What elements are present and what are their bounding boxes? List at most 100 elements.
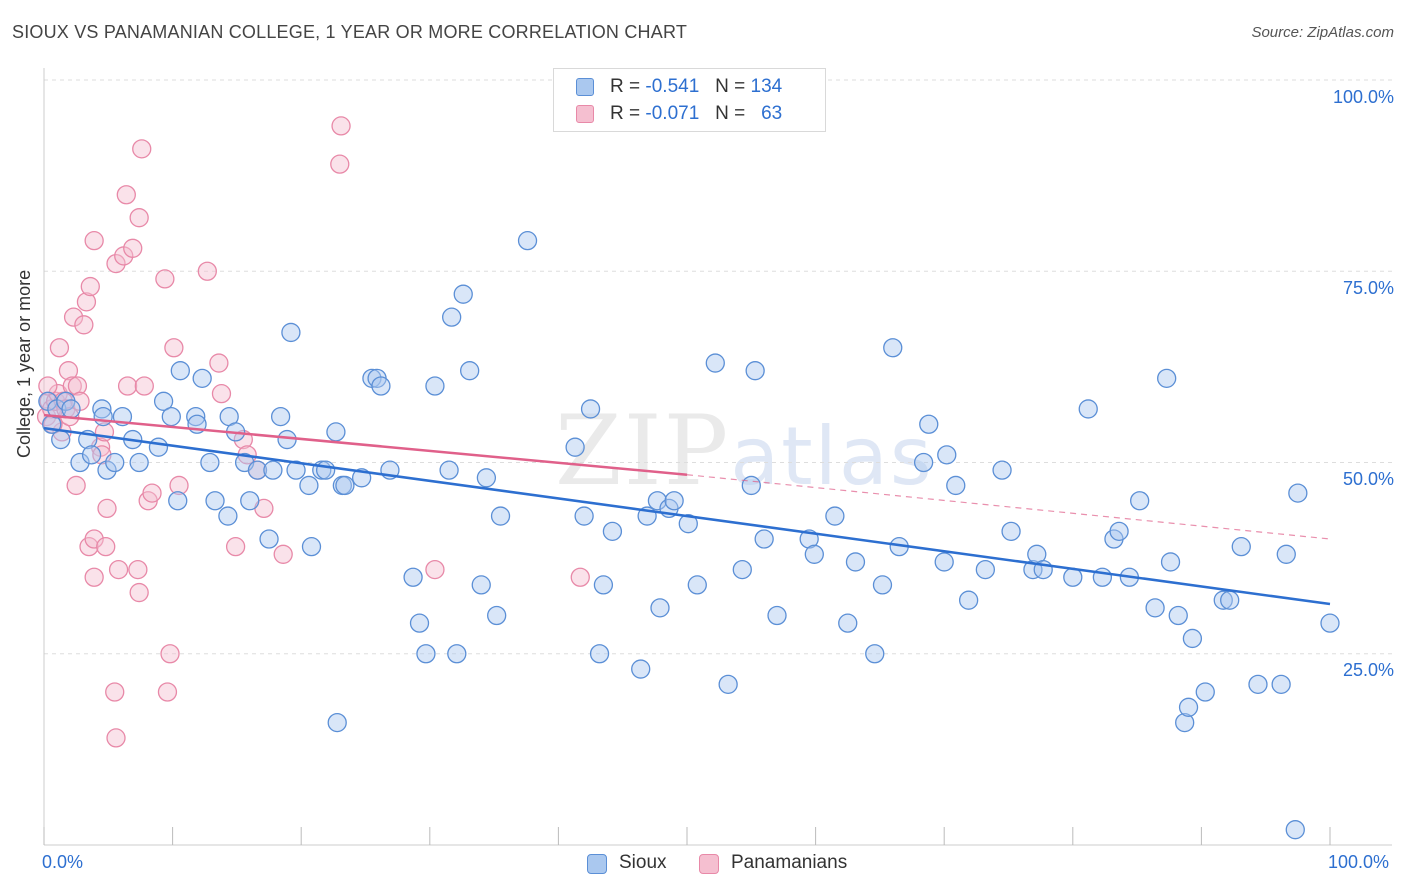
sioux-point-26 (218, 506, 238, 526)
sioux-point-81 (732, 559, 752, 580)
panamanians-point-56 (273, 544, 293, 564)
sioux-point-99 (934, 552, 954, 572)
sioux-point-3 (51, 429, 71, 450)
sioux-point-36 (281, 322, 301, 343)
sioux-point-80 (718, 674, 738, 694)
sioux-point-95 (913, 452, 934, 473)
sioux-point-66 (574, 506, 594, 526)
legend-n-label: N = (715, 76, 746, 97)
sioux-point-91 (865, 644, 885, 664)
panamanians-point-61 (38, 376, 58, 396)
sioux-point-31 (247, 460, 268, 480)
sioux-point-88 (825, 506, 845, 526)
y-tick-label-100: 100.0% (1332, 87, 1394, 107)
source-label: Source: ZipAtlas.com (1251, 24, 1394, 41)
legend-n-value-panamanians: 63 (761, 103, 783, 124)
correlation-legend: R = -0.541 N = 134 R = -0.071 N = 63 (553, 68, 826, 132)
sioux-swatch (587, 854, 607, 874)
sioux-point-57 (453, 284, 473, 304)
sioux-point-76 (664, 491, 684, 511)
sioux-point-82 (741, 475, 761, 496)
sioux-point-120 (1182, 628, 1203, 649)
panamanians-point-22 (84, 230, 104, 251)
sioux-point-62 (490, 506, 511, 526)
sioux-point-37 (286, 460, 306, 480)
sioux-point-116 (1160, 552, 1181, 572)
y-tick-label-25: 25.0% (1342, 660, 1394, 680)
panamanians-point-9 (58, 361, 79, 381)
watermark-atlas: atlas (730, 410, 934, 503)
sioux-point-38 (299, 475, 319, 496)
panamanians-point-49 (209, 353, 229, 373)
trend-lines (43, 413, 1331, 606)
sioux-point-78 (687, 575, 707, 595)
sioux-point-97 (937, 445, 957, 465)
axes (43, 68, 1392, 846)
bottom-legend-sioux-label: Sioux (619, 852, 667, 873)
legend-r-label: R = (610, 76, 641, 97)
legend-r-value-panamanians: -0.071 (645, 103, 700, 124)
panamanians-point-13 (67, 376, 88, 396)
sioux-point-20 (170, 361, 190, 381)
sioux-point-128 (1288, 483, 1308, 503)
sioux-point-90 (845, 552, 866, 572)
sioux-point-87 (804, 544, 824, 564)
sioux-point-84 (754, 529, 774, 549)
panamanians-point-39 (132, 139, 152, 159)
sioux-point-16 (148, 437, 169, 457)
sioux-point-8 (81, 445, 102, 465)
sioux-point-35 (277, 429, 297, 450)
legend-r-label: R = (610, 103, 641, 124)
y-tick-label-50: 50.0% (1342, 469, 1394, 489)
sioux-point-11 (93, 406, 113, 427)
panamanians-point-58 (330, 154, 350, 174)
legend-n-label: N = (715, 103, 746, 124)
sioux-point-89 (838, 613, 858, 633)
sioux-point-121 (1195, 682, 1215, 702)
sioux-point-108 (1078, 399, 1098, 419)
panamanians-point-51 (225, 537, 246, 557)
sioux-point-79 (705, 353, 725, 373)
sioux-points (38, 230, 1340, 840)
sioux-point-10 (97, 460, 117, 480)
panamanians-point-12 (63, 307, 84, 327)
sioux-point-115 (1157, 368, 1177, 389)
sioux-point-25 (205, 491, 225, 511)
sioux-point-18 (161, 406, 181, 427)
panamanians-point-26 (96, 537, 116, 557)
sioux-point-83 (745, 361, 765, 381)
panamanians-point-31 (108, 559, 129, 580)
sioux-point-33 (263, 460, 283, 480)
sioux-point-61 (487, 605, 507, 626)
sioux-point-127 (1276, 544, 1296, 564)
sioux-point-32 (259, 529, 279, 549)
sioux-point-41 (315, 460, 336, 480)
legend-n-value-sioux: 134 (750, 76, 783, 97)
panamanians-point-47 (169, 475, 189, 496)
sioux-point-123 (1220, 590, 1240, 610)
panamanians-point-30 (106, 253, 126, 274)
sioux-point-23 (192, 368, 212, 389)
sioux-point-92 (872, 575, 893, 595)
panamanians-point-5 (49, 338, 70, 358)
panamanians-point-28 (105, 682, 125, 702)
panamanians-point-60 (570, 567, 590, 587)
sioux-point-74 (650, 598, 670, 618)
sioux-point-34 (270, 406, 291, 427)
panamanians-point-3 (45, 391, 66, 411)
chart-title: SIOUX VS PANAMANIAN COLLEGE, 1 YEAR OR M… (12, 22, 688, 42)
panamanians-points (36, 116, 590, 748)
sioux-point-73 (647, 491, 668, 511)
sioux-point-17 (153, 391, 174, 411)
panamanians-point-50 (211, 383, 232, 404)
panamanians-point-42 (142, 483, 162, 503)
sioux-point-12 (105, 452, 125, 473)
sioux-trend-line (43, 426, 1331, 606)
sioux-point-56 (447, 644, 467, 664)
panamanians-point-57 (331, 116, 351, 136)
sioux-point-125 (1248, 674, 1268, 694)
panamanians-swatch (576, 105, 594, 123)
panamanians-point-59 (425, 559, 445, 580)
sioux-point-5 (61, 399, 81, 419)
y-axis-label: College, 1 year or more (14, 269, 34, 458)
